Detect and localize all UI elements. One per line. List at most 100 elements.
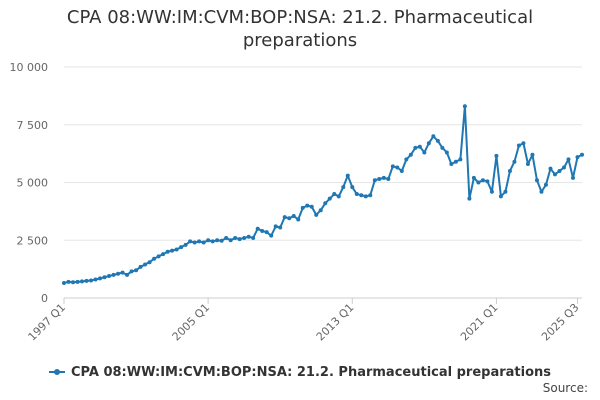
data-point: [197, 239, 202, 244]
data-point: [417, 144, 422, 149]
data-point: [363, 194, 368, 199]
data-point: [413, 145, 418, 150]
x-tick-label: 2021 Q1: [458, 301, 501, 344]
data-point: [534, 178, 539, 183]
data-point: [489, 189, 494, 194]
data-point: [296, 217, 301, 222]
data-point: [318, 208, 323, 213]
data-point: [435, 138, 440, 143]
data-point: [462, 104, 467, 109]
data-point: [291, 213, 296, 218]
data-point: [233, 235, 238, 240]
data-point: [561, 165, 566, 170]
data-point: [539, 189, 544, 194]
data-point: [449, 162, 454, 167]
data-point: [107, 274, 112, 279]
data-point: [143, 262, 148, 267]
data-point: [525, 162, 530, 167]
data-point: [332, 192, 337, 197]
data-point: [530, 152, 535, 157]
y-tick-label: 5 000: [17, 177, 49, 190]
x-tick-label: 2005 Q1: [170, 301, 213, 344]
data-point: [116, 271, 121, 276]
data-point: [548, 166, 553, 171]
data-point: [395, 165, 400, 170]
data-point: [426, 141, 431, 146]
chart-title: CPA 08:WW:IM:CVM:BOP:NSA: 21.2. Pharmace…: [66, 7, 534, 51]
data-point: [147, 260, 152, 265]
data-point: [260, 229, 265, 234]
data-point: [228, 238, 233, 243]
data-point: [75, 279, 80, 284]
data-point: [188, 239, 193, 244]
data-point: [242, 235, 247, 240]
data-point: [386, 177, 391, 182]
data-point: [314, 212, 319, 217]
data-point: [390, 164, 395, 169]
data-point: [219, 238, 224, 243]
data-point: [368, 193, 373, 198]
data-point: [372, 178, 377, 183]
data-point: [323, 201, 328, 206]
data-point: [206, 238, 211, 243]
data-point: [471, 175, 476, 180]
data-point: [165, 249, 170, 254]
data-point: [453, 159, 458, 164]
y-tick-label: 10 000: [10, 61, 49, 74]
data-point: [543, 182, 548, 187]
data-point: [282, 215, 287, 220]
data-point: [93, 277, 98, 282]
data-point: [170, 248, 175, 253]
data-point: [309, 204, 314, 209]
data-point: [557, 168, 562, 173]
data-point: [273, 224, 278, 229]
series-layer: [62, 104, 584, 285]
data-point: [341, 185, 346, 190]
data-point: [134, 268, 139, 273]
data-point: [179, 245, 184, 250]
y-tick-label: 0: [41, 292, 48, 305]
data-point: [476, 180, 481, 185]
source-credit[interactable]: Source:: [542, 381, 588, 395]
data-point: [516, 143, 521, 148]
x-axis: 1997 Q1 2005 Q1 2013 Q1 2021 Q1 2025 Q3: [26, 298, 582, 343]
legend-swatch-icon: [48, 369, 65, 375]
data-point: [129, 269, 134, 274]
data-point: [89, 278, 94, 283]
data-point: [350, 185, 355, 190]
data-point: [269, 233, 274, 238]
x-tick-label: 2025 Q3: [539, 301, 582, 344]
data-point: [377, 177, 382, 182]
data-point: [156, 254, 161, 259]
x-tick-label: 2013 Q1: [314, 301, 357, 344]
data-point: [570, 175, 575, 180]
data-point: [255, 226, 260, 231]
data-point: [62, 280, 66, 285]
data-point: [521, 141, 526, 146]
data-point: [125, 272, 130, 277]
legend[interactable]: CPA 08:WW:IM:CVM:BOP:NSA: 21.2. Pharmace…: [0, 362, 600, 380]
data-point: [480, 178, 485, 183]
data-point: [507, 168, 512, 173]
x-tick-label: 1997 Q1: [26, 301, 69, 344]
data-point: [111, 272, 116, 277]
data-point: [201, 240, 206, 245]
data-point: [431, 134, 436, 139]
data-point: [575, 155, 580, 160]
data-point: [327, 196, 332, 201]
data-point: [246, 234, 251, 239]
legend-item[interactable]: CPA 08:WW:IM:CVM:BOP:NSA: 21.2. Pharmace…: [48, 365, 551, 380]
data-point: [278, 225, 283, 230]
data-point: [152, 256, 157, 261]
data-point: [566, 157, 571, 162]
data-point: [215, 238, 220, 243]
data-point: [512, 159, 517, 164]
data-point: [399, 168, 404, 173]
data-point: [237, 237, 242, 242]
data-point: [440, 145, 445, 150]
data-point: [485, 179, 490, 184]
data-point: [422, 150, 427, 155]
y-axis-ticks: 0 2 500 5 000 7 500 10 000: [10, 61, 49, 305]
data-point: [287, 216, 292, 221]
data-point: [503, 189, 508, 194]
